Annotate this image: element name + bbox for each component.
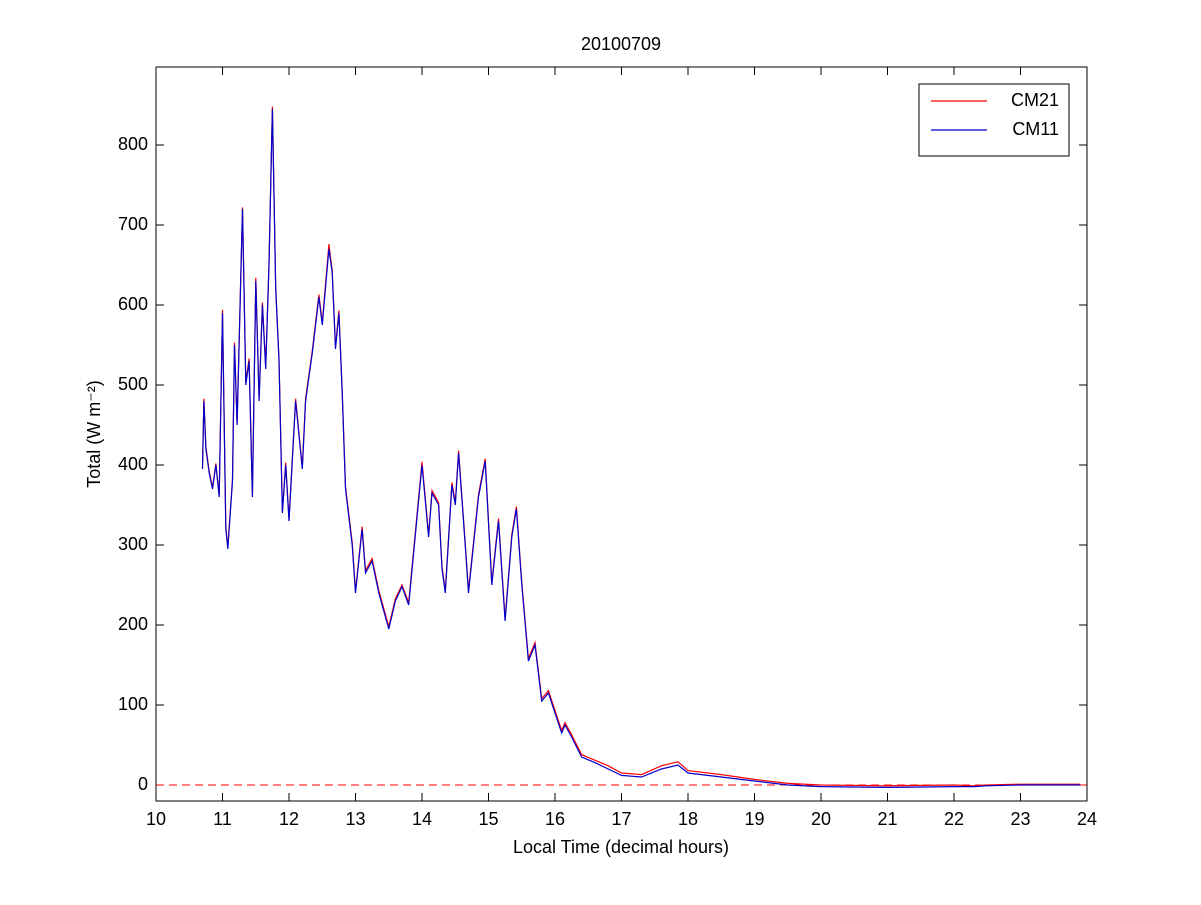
x-tick-label: 17 xyxy=(611,809,631,829)
y-axis-label: Total (W m⁻²) xyxy=(84,380,104,488)
legend-label: CM11 xyxy=(1012,119,1059,139)
x-tick-label: 23 xyxy=(1010,809,1030,829)
y-tick-label: 200 xyxy=(118,614,148,634)
x-tick-label: 11 xyxy=(213,809,232,829)
x-tick-label: 24 xyxy=(1077,809,1097,829)
x-tick-label: 15 xyxy=(478,809,498,829)
x-tick-label: 10 xyxy=(146,809,166,829)
y-tick-label: 0 xyxy=(138,774,148,794)
y-tick-label: 700 xyxy=(118,214,148,234)
x-tick-label: 12 xyxy=(279,809,299,829)
x-tick-label: 20 xyxy=(811,809,831,829)
data-line xyxy=(201,108,1081,789)
y-tick-label: 300 xyxy=(118,534,148,554)
y-tick-label: 100 xyxy=(118,694,148,714)
legend-label: CM21 xyxy=(1011,90,1059,110)
plot-frame xyxy=(155,66,1088,802)
x-tick-label: 18 xyxy=(678,809,698,829)
y-tick-label: 400 xyxy=(118,454,148,474)
y-tick-label: 800 xyxy=(118,134,148,154)
legend-box xyxy=(918,83,1070,157)
x-tick-label: 14 xyxy=(412,809,432,829)
x-tick-label: 16 xyxy=(545,809,565,829)
chart-title: 20100709 xyxy=(581,34,661,54)
y-tick-label: 500 xyxy=(118,374,148,394)
x-tick-label: 22 xyxy=(944,809,964,829)
x-tick-label: 19 xyxy=(744,809,764,829)
x-axis-label: Local Time (decimal hours) xyxy=(513,837,729,857)
y-tick-label: 600 xyxy=(118,294,148,314)
x-tick-label: 13 xyxy=(345,809,365,829)
x-tick-label: 21 xyxy=(877,809,897,829)
